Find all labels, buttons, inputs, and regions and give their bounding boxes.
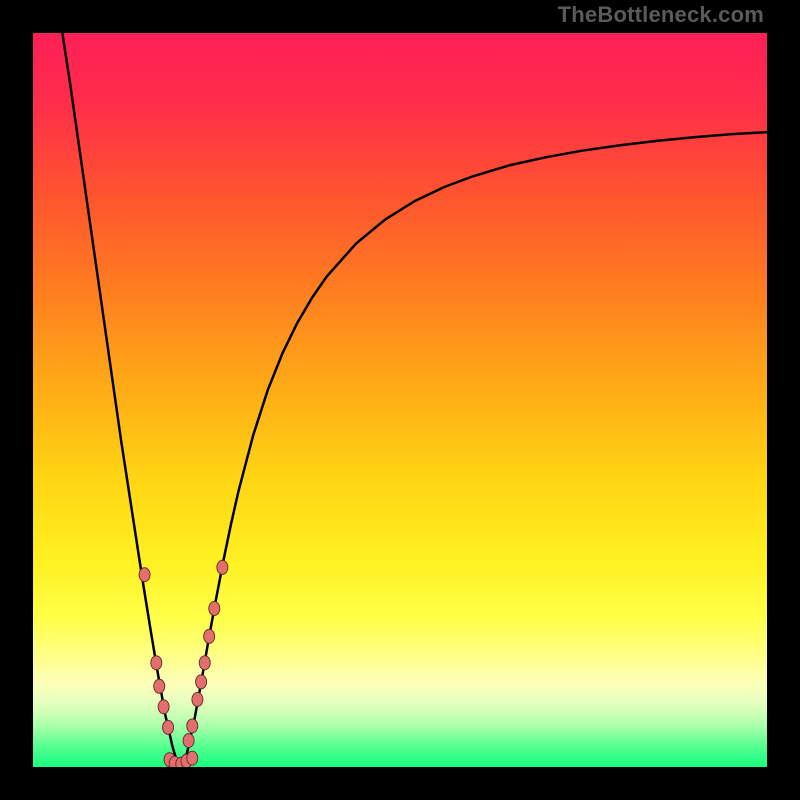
dot-marker <box>204 629 215 643</box>
dot-marker <box>209 601 220 615</box>
dot-marker <box>192 692 203 706</box>
curve-right-branch <box>180 132 767 767</box>
plot-area <box>33 33 767 767</box>
dot-marker <box>183 734 194 748</box>
dot-marker <box>187 751 198 765</box>
dot-marker <box>151 656 162 670</box>
dot-series <box>139 560 228 767</box>
dot-marker <box>139 568 150 582</box>
chart-root: TheBottleneck.com <box>0 0 800 800</box>
curve-left-branch <box>62 33 179 767</box>
dot-marker <box>154 679 165 693</box>
dot-marker <box>163 720 174 734</box>
dot-marker <box>217 560 228 574</box>
dot-marker <box>199 656 210 670</box>
dot-marker <box>187 719 198 733</box>
curves-layer <box>33 33 767 767</box>
watermark-text: TheBottleneck.com <box>558 2 764 28</box>
dot-marker <box>158 700 169 714</box>
dot-marker <box>196 675 207 689</box>
